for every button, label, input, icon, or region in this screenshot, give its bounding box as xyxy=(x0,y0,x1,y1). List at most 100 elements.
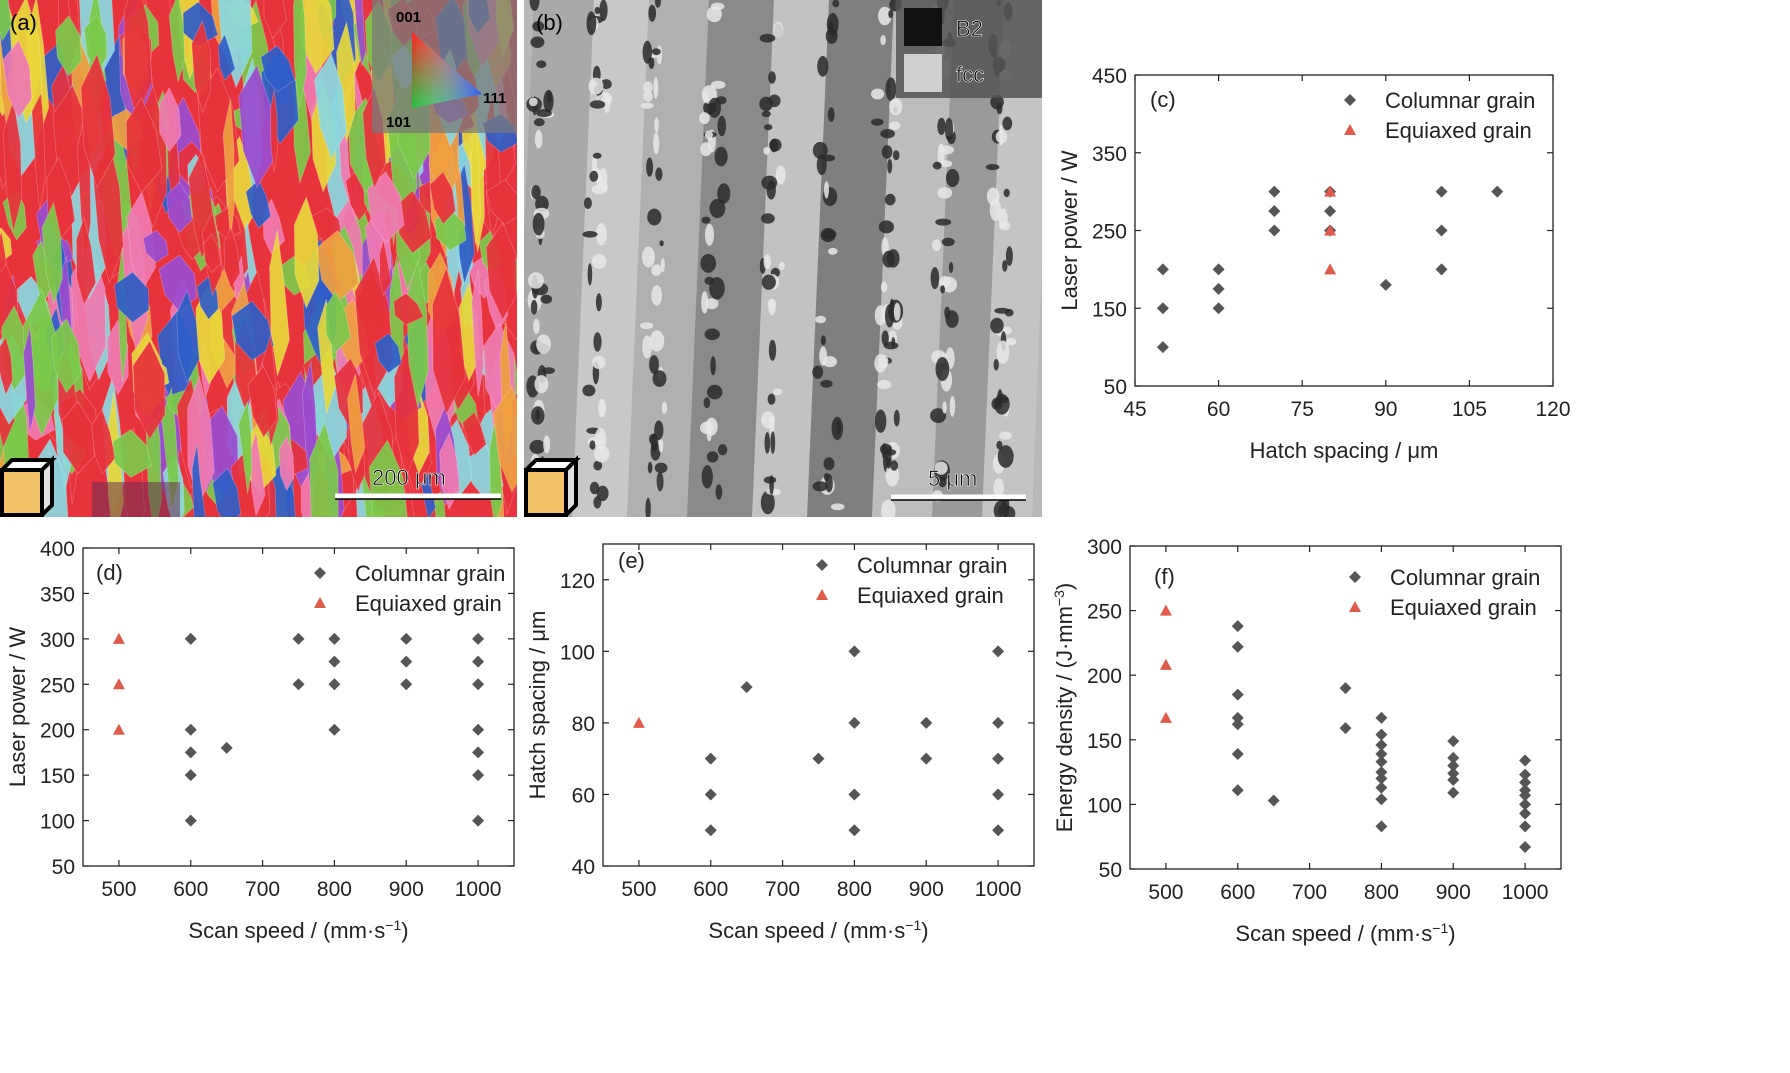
y-tick-label: 150 xyxy=(40,765,75,788)
columnar-grain-point xyxy=(1268,224,1281,237)
y-tick-label: 200 xyxy=(40,720,75,743)
sem-micrograph: B2 fcc (b) 5 μm xyxy=(512,0,1052,522)
columnar-grain-point xyxy=(1519,754,1532,767)
equiaxed-grain-point xyxy=(1159,658,1172,670)
x-tick-label: 800 xyxy=(317,878,352,901)
x-tick-label: 45 xyxy=(1123,398,1146,421)
columnar-grain-point xyxy=(220,741,233,754)
legend-label: Columnar grain xyxy=(1385,88,1535,113)
y-axis-label: Hatch spacing / μm xyxy=(525,611,550,800)
y-axis-label: Laser power / W xyxy=(5,627,30,787)
chart-e-speed-vs-hatch: 500 600 700 800 900 1000 40 60 80 100 120 Scan spee… xyxy=(525,543,1035,943)
sem-structure xyxy=(512,0,1052,522)
columnar-grain-point xyxy=(1519,776,1532,789)
x-tick-label: 600 xyxy=(173,878,208,901)
y-tick-label: 50 xyxy=(1099,859,1122,882)
columnar-grain-point xyxy=(1231,711,1244,724)
columnar-grain-point xyxy=(1231,718,1244,731)
columnar-grain-point xyxy=(1447,773,1460,786)
y-tick-label: 350 xyxy=(1092,143,1127,166)
columnar-grain-point xyxy=(472,678,485,691)
columnar-grain-point xyxy=(1268,185,1281,198)
columnar-grain-point xyxy=(328,632,341,645)
y-tick-label: 100 xyxy=(560,641,595,664)
columnar-grain-point xyxy=(1156,263,1169,276)
columnar-grain-point xyxy=(1447,751,1460,764)
x-tick-label: 500 xyxy=(1148,881,1183,904)
x-tick-label: 800 xyxy=(1364,881,1399,904)
columnar-grain-point xyxy=(704,788,717,801)
columnar-grain-point xyxy=(472,814,485,827)
y-axis-label: Laser power / W xyxy=(1057,150,1082,310)
columnar-grain-point xyxy=(1339,722,1352,735)
columnar-grain-point xyxy=(992,788,1005,801)
plot-frame xyxy=(1129,545,1562,870)
ipf-triangle-overlay xyxy=(412,32,482,108)
columnar-grain-point xyxy=(1519,841,1532,854)
y-tick-label: 60 xyxy=(572,784,595,807)
y-tick-label: 150 xyxy=(1087,730,1122,753)
columnar-grain-point xyxy=(992,752,1005,765)
legend-label-b2: B2 xyxy=(956,16,983,41)
columnar-grain-point xyxy=(1231,688,1244,701)
y-tick-label: 300 xyxy=(40,629,75,652)
equiaxed-grain-point xyxy=(112,678,125,690)
equiaxed-grain-point xyxy=(1159,604,1172,616)
x-tick-label: 900 xyxy=(909,878,944,901)
columnar-grain-point xyxy=(1375,820,1388,833)
columnar-grain-point xyxy=(848,788,861,801)
columnar-grain-point xyxy=(1375,772,1388,785)
columnar-grain-point xyxy=(1212,302,1225,315)
equiaxed-grain-point xyxy=(1324,185,1337,197)
legend-label: Columnar grain xyxy=(857,553,1007,578)
columnar-grain-point xyxy=(1379,278,1392,291)
columnar-grain-point xyxy=(1339,682,1352,695)
legend-label: Equiaxed grain xyxy=(857,583,1004,608)
columnar-grain-point xyxy=(740,681,753,694)
columnar-grain-point xyxy=(848,645,861,658)
ebsd-ipf-map: 001 101 111 (a) 200 μm xyxy=(0,0,532,572)
x-axis-label: Scan speed / (mm·s−1) xyxy=(188,917,408,943)
legend-label: Equiaxed grain xyxy=(1385,118,1532,143)
panel-label: (c) xyxy=(1150,87,1176,112)
columnar-grain-point xyxy=(1212,282,1225,295)
columnar-grain-point xyxy=(1231,640,1244,653)
ipf-label-001: 001 xyxy=(396,9,421,26)
plot-frame xyxy=(82,547,515,867)
columnar-grain-point xyxy=(1519,820,1532,833)
columnar-grain-point xyxy=(1447,759,1460,772)
columnar-grain-point xyxy=(184,769,197,782)
equiaxed-grain-point xyxy=(1324,224,1337,236)
legend-label: Equiaxed grain xyxy=(355,591,502,616)
y-tick-label: 350 xyxy=(40,583,75,606)
columnar-grain-point xyxy=(1375,781,1388,794)
x-tick-label: 500 xyxy=(101,878,136,901)
legend-label: Equiaxed grain xyxy=(1390,595,1537,620)
columnar-grain-point xyxy=(472,655,485,668)
ipf-label-111: 111 xyxy=(483,90,506,107)
x-tick-label: 60 xyxy=(1207,398,1230,421)
scale-bar-a-label: 200 μm xyxy=(372,465,446,490)
chart-d-speed-vs-power: 500 600 700 800 900 1000 50 100 150 200 250 300 350 4… xyxy=(5,538,515,943)
x-tick-label: 800 xyxy=(837,878,872,901)
columnar-grain-point xyxy=(328,723,341,736)
y-tick-label: 200 xyxy=(1087,665,1122,688)
x-tick-label: 700 xyxy=(245,878,280,901)
equiaxed-grain-point xyxy=(1159,711,1172,723)
columnar-grain-point xyxy=(1231,620,1244,633)
legend-marker-equiaxed xyxy=(314,597,326,608)
x-tick-label: 500 xyxy=(621,878,656,901)
x-axis-label: Hatch spacing / μm xyxy=(1250,438,1439,463)
equiaxed-grain-point xyxy=(112,723,125,735)
x-tick-label: 105 xyxy=(1452,398,1487,421)
x-tick-label: 120 xyxy=(1535,398,1570,421)
columnar-grain-point xyxy=(400,678,413,691)
columnar-grain-point xyxy=(920,716,933,729)
columnar-grain-point xyxy=(1519,807,1532,820)
columnar-grain-point xyxy=(1212,263,1225,276)
equiaxed-grain-point xyxy=(112,632,125,644)
equiaxed-grain-point xyxy=(1324,263,1337,275)
y-tick-label: 120 xyxy=(560,570,595,593)
columnar-grain-point xyxy=(1447,735,1460,748)
columnar-grain-point xyxy=(1375,728,1388,741)
